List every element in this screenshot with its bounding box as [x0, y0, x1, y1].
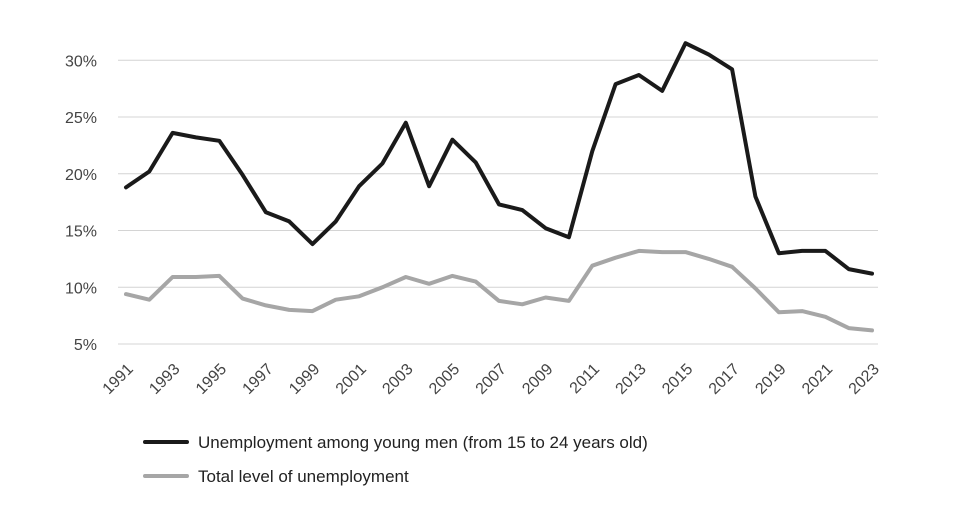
x-tick-label: 2021 — [799, 361, 836, 398]
y-tick-label: 30% — [65, 53, 97, 70]
x-tick-label: 1995 — [193, 361, 230, 398]
series-line-0 — [124, 41, 874, 276]
x-tick-label: 1999 — [286, 361, 323, 398]
series-line-1 — [124, 248, 874, 333]
x-tick-label: 1993 — [146, 361, 183, 398]
y-tick-label: 15% — [65, 224, 97, 241]
x-tick-label: 2007 — [473, 361, 510, 398]
x-tick-label: 2001 — [333, 361, 370, 398]
gridlines — [118, 59, 878, 345]
y-tick-label: 10% — [65, 280, 97, 297]
x-tick-label: 2011 — [567, 361, 603, 397]
legend-label: Total level of unemployment — [198, 467, 409, 486]
x-tick-label: 1997 — [240, 361, 277, 398]
x-axis: 1991 1993 1995 1997 1999 2001 2003 2005 2007 2009… — [100, 361, 883, 398]
x-tick-label: 2003 — [379, 361, 416, 398]
x-tick-label: 2009 — [519, 361, 556, 398]
x-tick-label: 1991 — [100, 361, 137, 398]
legend-label: Unemployment among young men (from 15 to… — [198, 433, 648, 452]
y-tick-label: 5% — [74, 337, 97, 354]
x-tick-label: 2017 — [706, 361, 743, 398]
x-tick-label: 2019 — [752, 361, 789, 398]
legend: Unemployment among young men (from 15 to… — [143, 433, 648, 486]
x-tick-label: 2013 — [613, 361, 650, 398]
x-tick-label: 2023 — [846, 361, 883, 398]
y-tick-label: 25% — [65, 110, 97, 127]
series-lines — [124, 41, 874, 333]
y-tick-label: 20% — [65, 167, 97, 184]
y-axis: 5% 10% 15% 20% 25% 30% — [65, 53, 97, 354]
x-tick-label: 2015 — [659, 361, 696, 398]
x-tick-label: 2005 — [426, 361, 463, 398]
